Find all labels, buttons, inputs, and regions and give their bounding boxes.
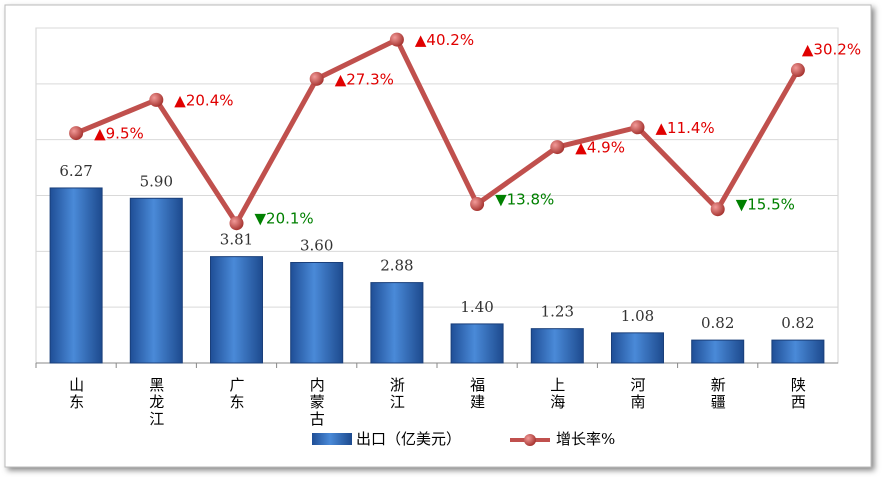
line-label: ▼13.8% [495, 191, 554, 209]
bar-label: 6.27 [59, 162, 92, 180]
bar [691, 339, 745, 364]
bar-label: 0.82 [781, 314, 814, 332]
bar [370, 282, 424, 364]
marker [710, 202, 725, 217]
line-label: ▲4.9% [575, 139, 625, 157]
x-tick-label: 新疆 [709, 377, 727, 411]
bar-label: 5.90 [140, 172, 173, 190]
line-label: ▲40.2% [415, 31, 474, 49]
bar [49, 187, 103, 364]
marker [790, 63, 805, 78]
bar-label: 2.88 [380, 257, 413, 275]
line-label: ▲27.3% [335, 70, 394, 88]
bar-label: 1.08 [621, 307, 654, 325]
marker [69, 126, 84, 141]
bar [450, 323, 504, 364]
line-label: ▲11.4% [656, 119, 715, 137]
marker [550, 140, 565, 155]
line-label: ▲30.2% [802, 41, 861, 59]
bar-label: 3.60 [300, 237, 333, 255]
marker [149, 92, 164, 107]
legend-swatch [312, 433, 352, 445]
bar [290, 262, 344, 364]
line-label: ▼15.5% [736, 196, 795, 214]
x-tick-label: 广东 [228, 377, 246, 411]
x-tick-label: 山东 [67, 377, 85, 411]
bar-label: 0.82 [701, 314, 734, 332]
line-label: ▲20.4% [174, 91, 233, 109]
bar [771, 339, 825, 364]
x-tick-label: 河南 [629, 377, 647, 411]
legend-label: 增长率% [556, 430, 615, 448]
bar-label: 1.23 [541, 303, 574, 321]
legend-swatch [524, 434, 536, 446]
bar [210, 256, 263, 364]
x-tick-label: 陕西 [789, 377, 807, 411]
x-tick-label: 福建 [468, 377, 486, 411]
marker [470, 197, 485, 212]
bar-label: 3.81 [220, 231, 253, 249]
x-tick-label: 内蒙古 [308, 377, 326, 428]
x-tick-label: 上海 [548, 377, 566, 411]
line-label: ▼20.1% [255, 210, 314, 228]
marker [229, 216, 244, 231]
bar-label: 1.40 [460, 298, 493, 316]
legend-label: 出口（亿美元） [356, 430, 461, 448]
x-tick-label: 浙江 [388, 377, 406, 411]
bar [530, 328, 584, 364]
bar [129, 197, 183, 364]
marker [630, 120, 645, 135]
marker [309, 71, 324, 86]
line-label: ▲9.5% [94, 125, 144, 143]
legend: 出口（亿美元） 增长率% [312, 430, 615, 448]
x-tick-label: 黑龙江 [147, 377, 165, 428]
bar [611, 332, 664, 364]
marker [389, 32, 404, 47]
line [75, 37, 801, 226]
